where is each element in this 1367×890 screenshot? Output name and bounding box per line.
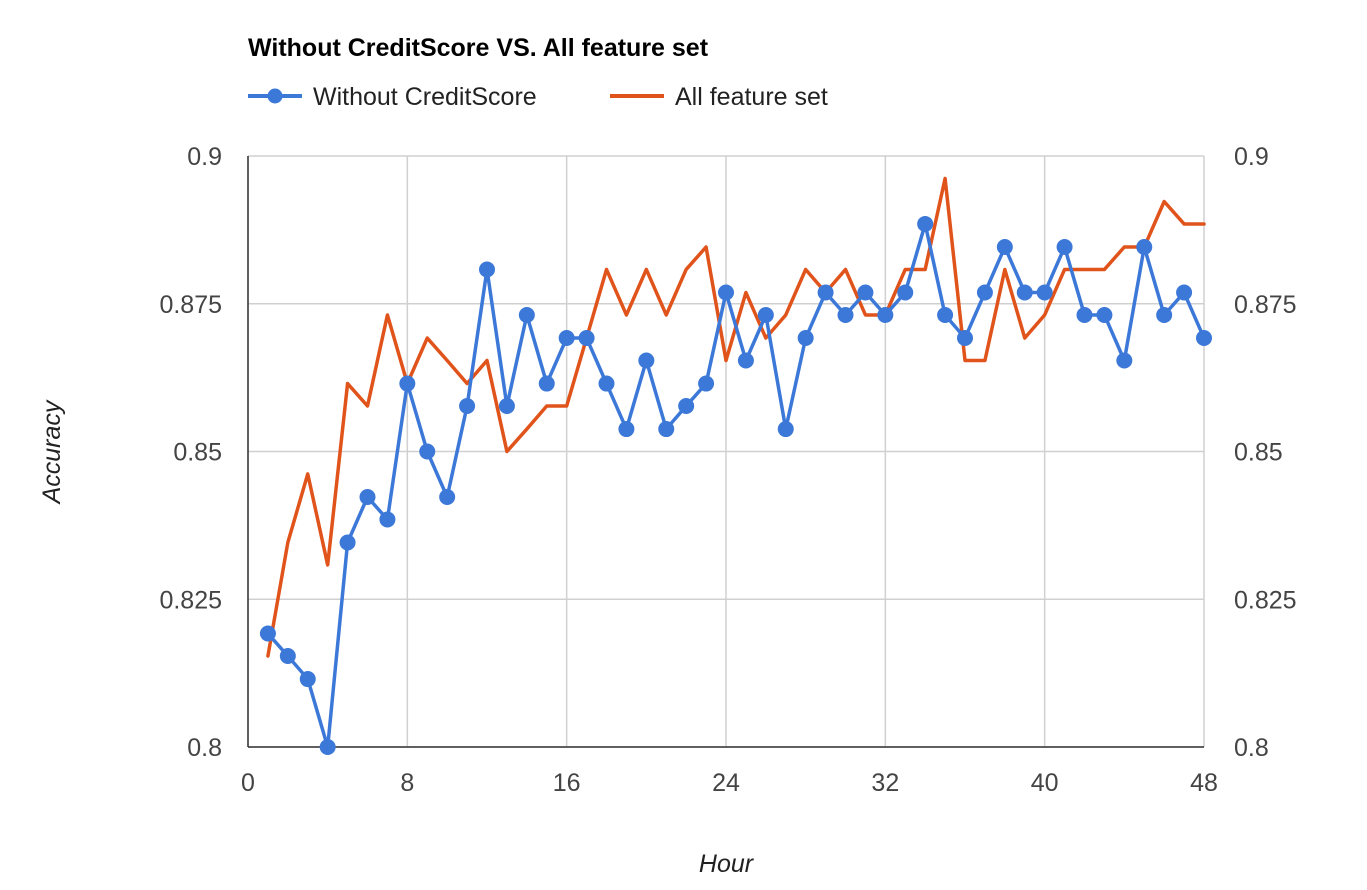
legend-label-without-creditscore: Without CreditScore: [313, 83, 537, 111]
axes: [247, 156, 1204, 748]
data-point-without-creditscore: [1176, 284, 1193, 301]
data-point-without-creditscore: [976, 284, 993, 301]
gridlines: [247, 155, 1205, 748]
data-point-without-creditscore: [359, 489, 376, 506]
y-tick-label-right: 0.85: [1234, 439, 1283, 467]
x-tick-label: 8: [400, 769, 414, 797]
data-point-without-creditscore: [996, 239, 1013, 256]
data-point-without-creditscore: [817, 284, 834, 301]
x-tick-label: 24: [712, 769, 740, 797]
data-point-without-creditscore: [498, 397, 515, 414]
data-point-without-creditscore: [917, 215, 934, 232]
data-point-without-creditscore: [718, 284, 734, 301]
x-axis-title: Hour: [699, 850, 755, 878]
x-tick-label: 0: [241, 769, 255, 797]
data-point-without-creditscore: [678, 397, 695, 414]
x-tick-label: 32: [871, 769, 899, 797]
data-point-without-creditscore: [558, 330, 575, 347]
y-tick-label-right: 0.8: [1234, 734, 1269, 762]
data-point-without-creditscore: [299, 671, 316, 688]
y-axis-title: Accuracy: [38, 399, 66, 505]
data-point-without-creditscore: [837, 306, 854, 323]
legend-item-all-feature-set: All feature set: [610, 83, 828, 111]
data-point-without-creditscore: [319, 739, 336, 755]
data-point-without-creditscore: [1016, 284, 1033, 301]
data-point-without-creditscore: [479, 261, 495, 278]
data-point-without-creditscore: [578, 330, 595, 347]
data-point-without-creditscore: [877, 306, 894, 323]
data-point-without-creditscore: [379, 511, 396, 528]
series: [259, 176, 1212, 755]
y-tick-label-left: 0.9: [187, 143, 222, 171]
data-point-without-creditscore: [957, 330, 973, 347]
data-point-without-creditscore: [618, 421, 635, 438]
data-point-without-creditscore: [1096, 306, 1113, 323]
chart-legend: Without CreditScore All feature set: [248, 83, 828, 111]
y-tick-label-right: 0.9: [1234, 143, 1269, 171]
data-point-without-creditscore: [1156, 306, 1173, 323]
data-point-without-creditscore: [937, 306, 954, 323]
y-tick-label-right: 0.825: [1234, 586, 1297, 614]
data-point-without-creditscore: [518, 306, 535, 323]
data-point-without-creditscore: [698, 375, 715, 392]
data-point-without-creditscore: [1136, 239, 1153, 256]
data-point-without-creditscore: [538, 375, 555, 392]
y-tick-label-left: 0.875: [159, 291, 222, 319]
chart-title: Without CreditScore VS. All feature set: [248, 34, 709, 62]
y-tick-label-left: 0.825: [159, 586, 222, 614]
x-tick-label: 40: [1031, 769, 1059, 797]
data-point-without-creditscore: [399, 375, 416, 392]
data-point-without-creditscore: [259, 625, 276, 642]
data-point-without-creditscore: [638, 352, 655, 369]
data-point-without-creditscore: [1076, 306, 1093, 323]
data-point-without-creditscore: [797, 330, 814, 347]
data-point-without-creditscore: [737, 352, 754, 369]
data-point-without-creditscore: [598, 375, 615, 392]
data-point-without-creditscore: [1196, 330, 1212, 347]
data-point-without-creditscore: [439, 489, 456, 506]
data-point-without-creditscore: [1116, 352, 1133, 369]
data-point-without-creditscore: [658, 421, 675, 438]
x-tick-label: 16: [553, 769, 581, 797]
data-point-without-creditscore: [857, 284, 874, 301]
data-point-without-creditscore: [777, 421, 794, 438]
data-point-without-creditscore: [757, 306, 774, 323]
legend-item-without-creditscore: Without CreditScore: [248, 83, 537, 111]
y-tick-label-left: 0.85: [173, 439, 222, 467]
data-point-without-creditscore: [1036, 284, 1053, 301]
y-tick-label-right: 0.875: [1234, 291, 1297, 319]
data-point-without-creditscore: [419, 443, 436, 460]
data-point-without-creditscore: [279, 647, 296, 664]
data-point-without-creditscore: [339, 534, 356, 551]
series-line-without-creditscore: [266, 222, 1206, 749]
x-tick-label: 48: [1190, 769, 1218, 797]
y-tick-label-left: 0.8: [187, 734, 222, 762]
data-point-without-creditscore: [1056, 239, 1073, 256]
tick-labels: 0.8 0.8 0.825 0.825 0.85 0.85 0.875 0.875 0.9 0.9…: [159, 143, 1296, 797]
data-point-without-creditscore: [897, 284, 914, 301]
legend-swatch-marker-without-creditscore: [267, 88, 283, 104]
legend-label-all-feature-set: All feature set: [675, 83, 828, 111]
data-point-without-creditscore: [459, 397, 476, 414]
